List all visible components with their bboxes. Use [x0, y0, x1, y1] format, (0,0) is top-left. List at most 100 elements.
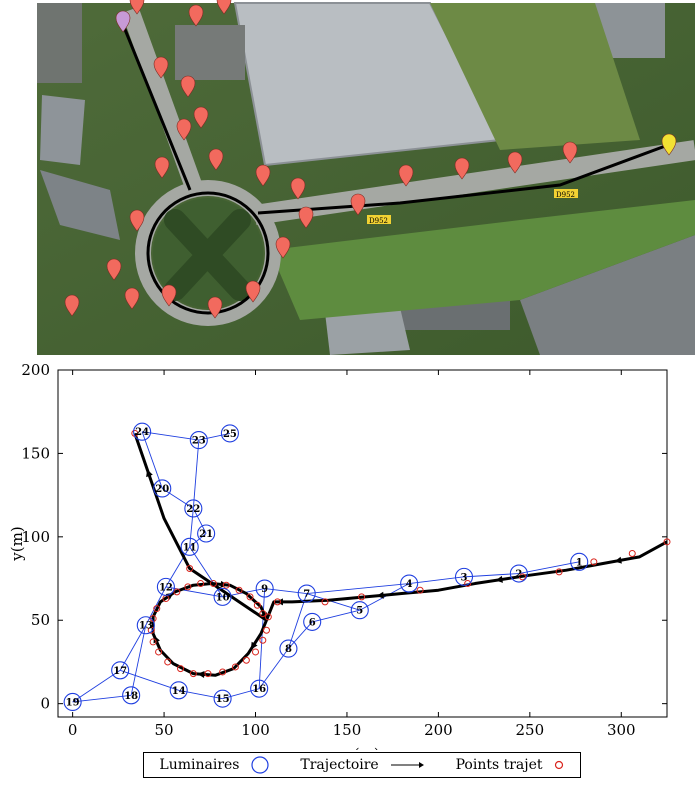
route-point — [242, 656, 250, 664]
route-point — [209, 580, 217, 588]
route-point — [153, 605, 161, 613]
x-tick-label: 100 — [241, 721, 270, 739]
x-tick-label: 250 — [516, 721, 545, 739]
route-point — [358, 593, 366, 601]
luminaire-label: 23 — [192, 436, 206, 447]
luminaire-point — [136, 616, 155, 635]
luminaire-point — [400, 574, 419, 593]
luminaire-label: 15 — [216, 694, 230, 705]
luminaire-link — [120, 669, 179, 691]
luminaire-link — [189, 533, 207, 548]
luminaire-label: 20 — [155, 484, 169, 495]
luminaire-point — [350, 601, 369, 620]
trajectory-arrow — [275, 598, 283, 606]
route-point — [273, 598, 281, 606]
luminaire-link — [130, 625, 147, 696]
map-marker-icon — [661, 133, 677, 156]
road-sign-label: D952 — [556, 191, 575, 199]
luminaire-label: 4 — [406, 579, 413, 590]
luminaire-link — [359, 583, 410, 611]
x-tick-label: 150 — [333, 721, 362, 739]
luminaire-point — [303, 612, 322, 631]
x-tick-label: 50 — [155, 721, 174, 739]
route-point — [253, 601, 261, 609]
luminaire-link — [142, 431, 199, 441]
luminaire-label: 5 — [356, 606, 363, 617]
trajectory-arrow — [220, 580, 228, 588]
luminaire-point — [250, 679, 269, 698]
route-point — [416, 586, 424, 594]
map-marker-icon — [115, 10, 131, 33]
luminaire-point — [180, 537, 199, 556]
luminaire-point — [297, 584, 316, 603]
luminaire-label: 24 — [135, 427, 149, 438]
route-point — [222, 581, 230, 589]
luminaire-label: 17 — [113, 666, 127, 677]
luminaire-label: 14 — [172, 686, 186, 697]
luminaire-link — [161, 488, 194, 509]
route-point — [259, 636, 267, 644]
trajectory-arrow — [495, 575, 503, 583]
luminaire-link — [192, 440, 200, 509]
luminaire-label: 1 — [576, 557, 583, 568]
route-point — [464, 580, 472, 588]
route-point — [189, 670, 197, 678]
luminaire-link — [306, 593, 360, 611]
trajectory-arrow — [146, 469, 153, 478]
luminaire-label: 13 — [139, 621, 153, 632]
luminaire-link — [288, 621, 313, 649]
route-point — [184, 583, 192, 591]
route-point — [663, 538, 671, 546]
luminaire-link — [312, 609, 360, 623]
luminaire-link — [165, 586, 223, 598]
y-axis-label: y(m) — [8, 526, 26, 561]
legend-item-trajectoire: Trajectoire — [300, 757, 424, 773]
x-tick-label: 0 — [68, 721, 78, 739]
luminaire-link — [264, 588, 307, 594]
y-tick-label: 50 — [31, 611, 50, 629]
legend-small-circle-icon — [554, 760, 563, 770]
luminaire-link — [72, 694, 132, 703]
luminaire-link — [119, 625, 147, 671]
luminaire-point — [197, 524, 216, 543]
luminaire-point — [63, 692, 82, 712]
luminaire-link — [306, 583, 410, 594]
plot-frame — [57, 369, 668, 718]
luminaire-link — [72, 669, 121, 703]
map-marker-icon — [64, 294, 80, 317]
route-point — [186, 565, 194, 573]
luminaire-label: 2 — [515, 569, 522, 580]
map-marker-icon — [290, 177, 306, 200]
luminaire-label: 25 — [223, 429, 237, 440]
map-marker-icon — [216, 0, 232, 15]
aerial-map-photo: D952 D952 — [37, 0, 695, 355]
legend-circle-icon — [250, 756, 269, 774]
luminaire-point — [213, 689, 232, 708]
luminaire-label: 16 — [252, 684, 266, 695]
luminaire-point — [189, 431, 208, 450]
luminaire-point — [255, 579, 274, 598]
route-point — [321, 598, 329, 606]
road-sign-label: D952 — [369, 217, 388, 225]
route-point — [173, 588, 181, 596]
luminaire-point — [509, 564, 528, 583]
map-marker-icon — [398, 164, 414, 187]
luminaires-plot: 0 50 100 150 200 250 300 0 50 100 150 200 x(m) y(m) 1… — [8, 361, 671, 750]
legend-label-luminaires: Luminaires — [159, 757, 240, 773]
map-marker-icon — [207, 296, 223, 319]
route-point — [264, 613, 272, 621]
route-point — [246, 593, 254, 601]
map-marker-icon — [180, 75, 196, 98]
x-tick-label: 300 — [607, 721, 636, 739]
trajectory-arrow — [376, 591, 384, 599]
map-marker-icon — [129, 209, 145, 232]
route-point — [219, 668, 227, 676]
luminaire-link — [463, 573, 519, 578]
map-marker-icon — [176, 118, 192, 141]
trajectory-arrow — [197, 670, 205, 678]
map-marker-icon — [124, 287, 140, 310]
legend: Luminaires Trajectoire Points trajet — [143, 752, 581, 778]
map-marker-icon — [129, 0, 145, 15]
luminaire-label: 3 — [461, 572, 468, 583]
luminaire-link — [178, 689, 223, 700]
